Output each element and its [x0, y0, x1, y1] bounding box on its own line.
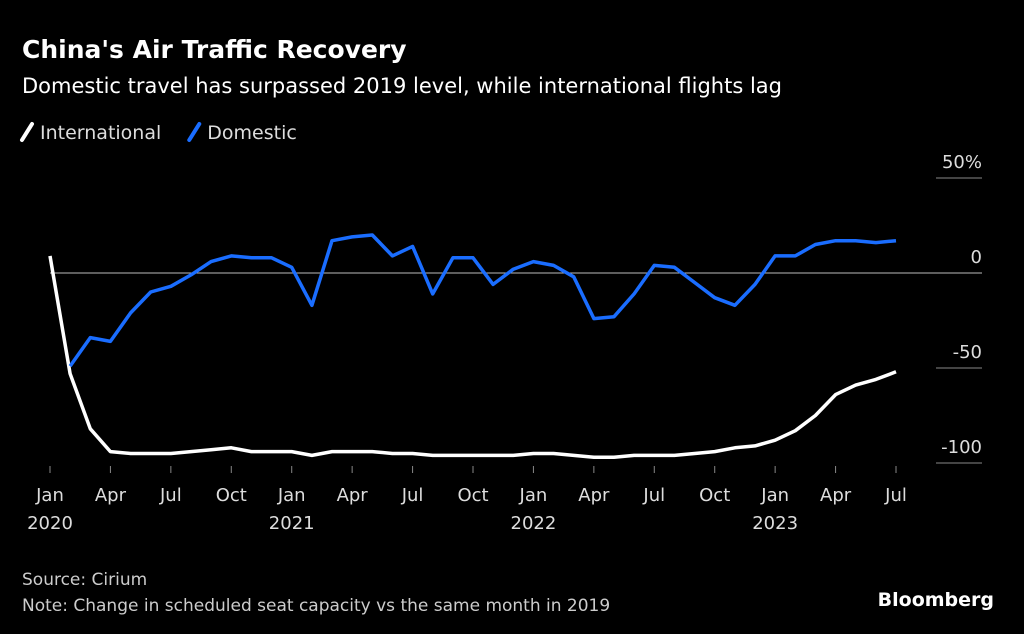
x-tick-label: Jan: [519, 485, 548, 506]
x-year-label: 2023: [752, 513, 798, 534]
legend-label: Domestic: [207, 122, 297, 144]
x-tick-label: Jan: [35, 485, 64, 506]
x-tick-label: Jul: [159, 485, 182, 506]
x-tick-label: Jul: [884, 485, 907, 506]
x-tick-label: Apr: [578, 485, 610, 506]
x-tick-label: Oct: [457, 485, 488, 506]
x-tick-label: Jan: [760, 485, 789, 506]
source: Source: Cirium: [22, 570, 147, 590]
x-tick-label: Apr: [337, 485, 369, 506]
legend-swatch: [187, 122, 202, 142]
series-line: [68, 233, 897, 368]
x-tick-label: Apr: [820, 485, 852, 506]
x-tick-label: Jul: [642, 485, 665, 506]
x-tick-label: Oct: [216, 485, 247, 506]
chart-subtitle: Domestic travel has surpassed 2019 level…: [22, 74, 782, 98]
legend-label: International: [40, 122, 161, 144]
series-line: [48, 255, 897, 460]
y-tick-label: 50%: [942, 152, 982, 173]
x-tick-label: Oct: [699, 485, 730, 506]
x-year-label: 2021: [269, 513, 315, 534]
y-tick-label: -50: [953, 342, 982, 363]
x-year-label: 2020: [27, 513, 73, 534]
x-tick-label: Jul: [401, 485, 424, 506]
y-tick-label: 0: [971, 247, 982, 268]
chart-title: China's Air Traffic Recovery: [22, 35, 407, 64]
x-tick-label: Apr: [95, 485, 127, 506]
x-tick-label: Jan: [277, 485, 306, 506]
note: Note: Change in scheduled seat capacity …: [22, 596, 610, 616]
brand: Bloomberg: [878, 589, 994, 611]
x-year-label: 2022: [511, 513, 557, 534]
y-tick-label: -100: [941, 437, 982, 458]
legend-swatch: [20, 122, 34, 142]
